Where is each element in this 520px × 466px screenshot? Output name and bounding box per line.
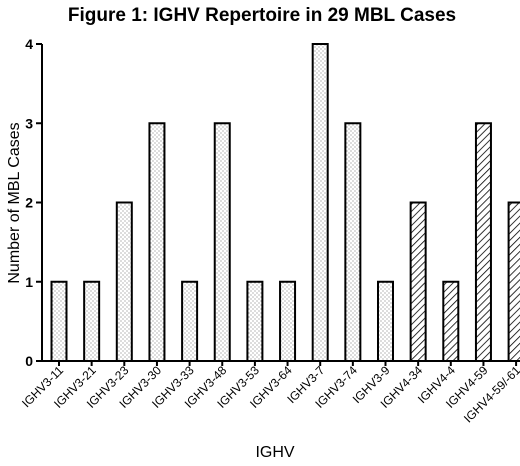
bar-ighv3-7 — [313, 44, 328, 361]
y-tick-label: 2 — [25, 195, 33, 211]
bar-ighv4-4 — [443, 282, 458, 361]
y-axis-label: Number of MBL Cases — [6, 122, 23, 283]
bar-ighv3-74 — [345, 123, 360, 361]
bar-ighv3-21 — [84, 282, 99, 361]
y-tick-label: 1 — [25, 274, 33, 290]
bar-ighv3-30 — [149, 123, 164, 361]
bar-ighv3-53 — [247, 282, 262, 361]
x-tick-label: IGHV4-59/-61 — [461, 363, 520, 425]
chart-title: Figure 1: IGHV Repertoire in 29 MBL Case… — [68, 5, 456, 26]
bar-ighv3-48 — [215, 123, 230, 361]
bar-ighv4-59 — [476, 123, 491, 361]
y-tick-label: 4 — [25, 36, 33, 52]
bar-ighv3-33 — [182, 282, 197, 361]
bar-ighv3-64 — [280, 282, 295, 361]
x-axis: IGHV3-11IGHV3-21IGHV3-23IGHV3-30IGHV3-33… — [19, 361, 520, 425]
bar-ighv4-34 — [411, 203, 426, 362]
y-tick-label: 0 — [25, 353, 33, 369]
y-axis: 0 1 2 3 4 — [25, 36, 42, 369]
bars — [52, 44, 520, 361]
bar-ighv3-11 — [52, 282, 67, 361]
bar-ighv3-23 — [117, 203, 132, 362]
x-axis-label: IGHV — [255, 444, 294, 461]
bar-ighv3-9 — [378, 282, 393, 361]
bar-ighv4-59-61 — [509, 203, 520, 362]
y-tick-label: 3 — [25, 115, 33, 131]
